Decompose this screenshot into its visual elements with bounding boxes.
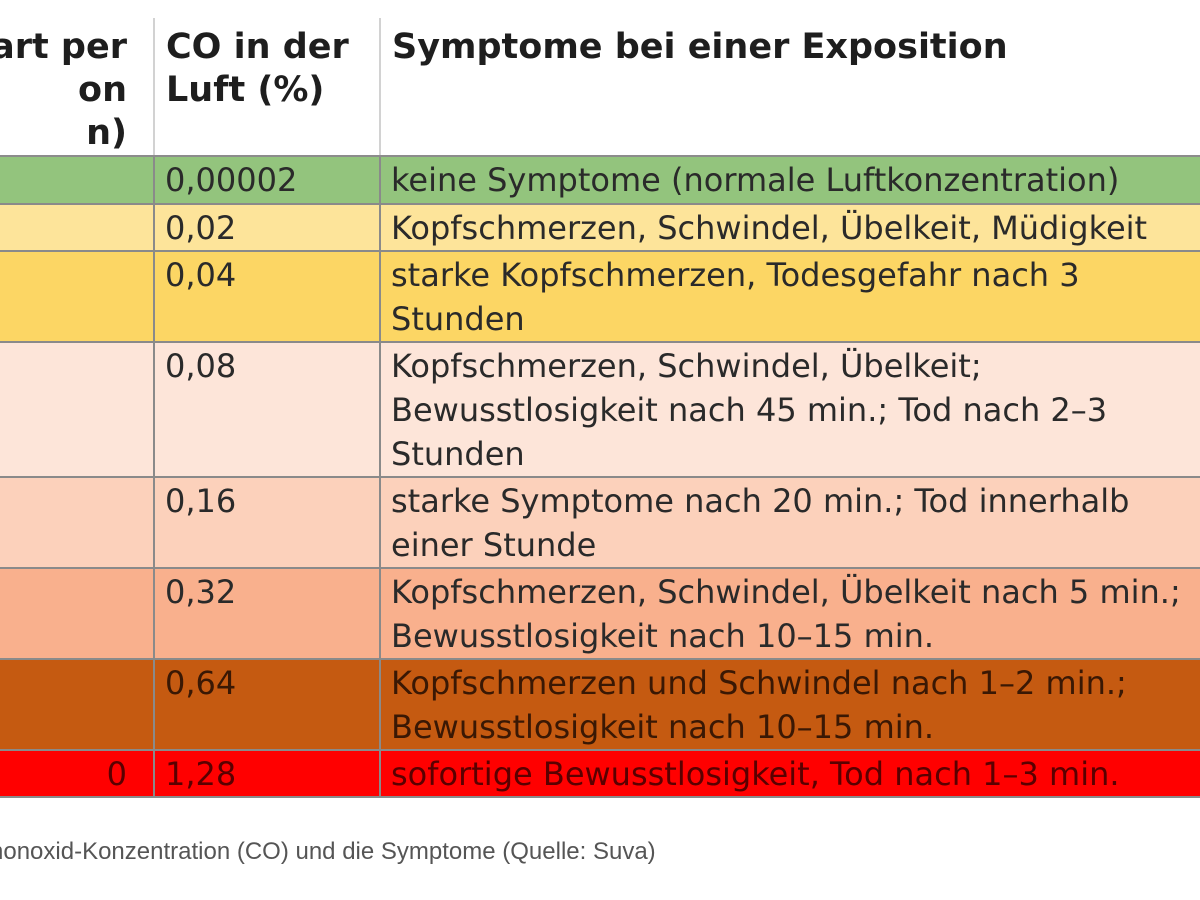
header-symptoms: Symptome bei einer Exposition [380,18,1200,157]
header-ppm-line: art per [0,27,127,67]
table-row: 0,64 Kopfschmerzen und Schwindel nach 1–2… [0,659,1200,751]
cell-ppm: 0 [0,750,155,798]
cell-ppm [0,342,155,478]
table-caption: nonoxid-Konzentration (CO) und die Sympt… [0,838,656,865]
symptom-line: Bewusstlosigkeit nach 45 min.; Tod nach … [391,391,1108,429]
table-row: 0,08 Kopfschmerzen, Schwindel, Übelkeit; B… [0,342,1200,478]
symptom-line: starke Symptome nach 20 min.; Tod innerh… [391,482,1130,520]
header-ppm-line: on [78,70,127,110]
table-header-row: art per on n) CO in der Luft (%) Symptom… [0,18,1200,157]
co-symptoms-table: art per on n) CO in der Luft (%) Symptom… [0,18,1200,798]
cell-co-percent: 0,32 [154,568,381,660]
cell-ppm [0,251,155,343]
symptom-line: sofortige Bewusstlosigkeit, Tod nach 1–3… [391,755,1120,793]
symptom-line: Stunden [391,300,525,338]
cell-symptoms: sofortige Bewusstlosigkeit, Tod nach 1–3… [380,750,1200,798]
cell-ppm [0,477,155,569]
symptom-line: Kopfschmerzen und Schwindel nach 1–2 min… [391,664,1127,702]
table-row: 0,04 starke Kopfschmerzen, Todesgefahr na… [0,251,1200,343]
symptom-line: starke Kopfschmerzen, Todesgefahr nach 3 [391,256,1080,294]
symptom-line: Kopfschmerzen, Schwindel, Übelkeit, Müdi… [391,209,1148,247]
symptom-line: Kopfschmerzen, Schwindel, Übelkeit nach … [391,573,1181,611]
symptom-line: Bewusstlosigkeit nach 10–15 min. [391,617,935,655]
cell-co-percent: 0,16 [154,477,381,569]
cell-symptoms: Kopfschmerzen und Schwindel nach 1–2 min… [380,659,1200,751]
header-ppm-line: n) [86,113,127,153]
cell-co-percent: 0,64 [154,659,381,751]
symptom-line: Bewusstlosigkeit nach 10–15 min. [391,708,935,746]
symptom-line: einer Stunde [391,526,597,564]
table-row: 0,32 Kopfschmerzen, Schwindel, Übelkeit n… [0,568,1200,660]
header-ppm: art per on n) [0,18,155,157]
table-row: 0,16 starke Symptome nach 20 min.; Tod in… [0,477,1200,569]
header-symptoms-line: Symptome bei einer Exposition [392,27,1008,67]
cell-co-percent: 0,08 [154,342,381,478]
cell-ppm [0,204,155,252]
cell-co-percent: 0,00002 [154,156,381,205]
cell-symptoms: starke Kopfschmerzen, Todesgefahr nach 3… [380,251,1200,343]
cell-ppm [0,156,155,205]
cell-symptoms: Kopfschmerzen, Schwindel, Übelkeit nach … [380,568,1200,660]
header-co-line: Luft (%) [166,70,325,110]
cell-symptoms: Kopfschmerzen, Schwindel, Übelkeit, Müdi… [380,204,1200,252]
cell-symptoms: Kopfschmerzen, Schwindel, Übelkeit; Bewus… [380,342,1200,478]
table-body: 0,00002 keine Symptome (normale Luftkonze… [0,156,1200,798]
cell-symptoms: keine Symptome (normale Luftkonzentratio… [380,156,1200,205]
cell-co-percent: 0,02 [154,204,381,252]
symptom-line: Kopfschmerzen, Schwindel, Übelkeit; [391,347,982,385]
cell-co-percent: 1,28 [154,750,381,798]
header-co-percent: CO in der Luft (%) [154,18,381,157]
table-row: 0,00002 keine Symptome (normale Luftkonze… [0,156,1200,205]
symptom-line: Stunden [391,435,525,473]
table-row: 0 1,28 sofortige Bewusstlosigkeit, Tod nac… [0,750,1200,798]
cell-co-percent: 0,04 [154,251,381,343]
cell-symptoms: starke Symptome nach 20 min.; Tod innerh… [380,477,1200,569]
co-symptoms-table-container: art per on n) CO in der Luft (%) Symptom… [0,18,1200,798]
cell-ppm [0,659,155,751]
cell-ppm [0,568,155,660]
symptom-line: keine Symptome (normale Luftkonzentratio… [391,161,1120,199]
header-co-line: CO in der [166,27,349,67]
table-row: 0,02 Kopfschmerzen, Schwindel, Übelkeit, … [0,204,1200,252]
